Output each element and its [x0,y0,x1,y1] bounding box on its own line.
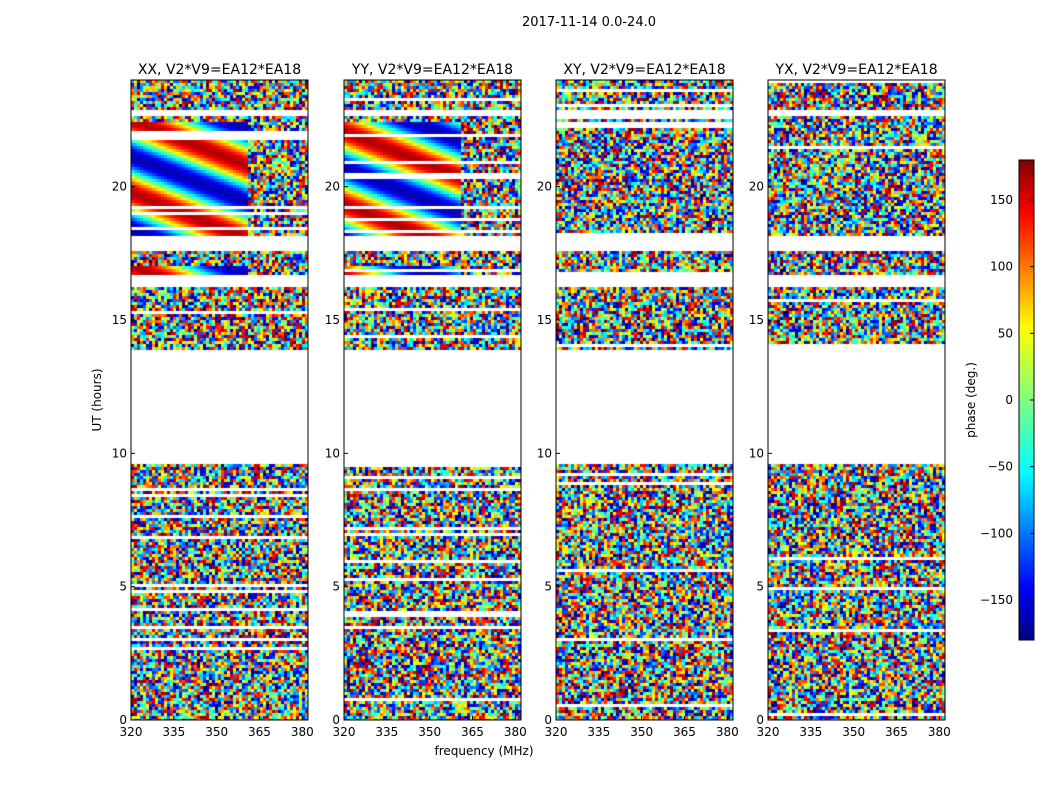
x-tick-label: 365 [885,725,908,739]
y-tick-label: 15 [537,313,552,327]
panel-title: XY, V2*V9=EA12*EA18 [563,62,725,78]
y-tick-label: 5 [544,580,552,594]
x-tick-label: 320 [333,725,356,739]
y-axis-label: UT (hours) [90,368,104,431]
y-tick-label: 0 [119,713,127,727]
x-tick-label: 335 [587,725,610,739]
panel-heatmap [768,80,945,720]
x-tick-label: 380 [716,725,739,739]
panel-frame [343,79,522,721]
y-tick-label: 0 [332,713,340,727]
x-tick-label: 365 [248,725,271,739]
x-tick-label: 380 [291,725,314,739]
panel-3: XY, V2*V9=EA12*EA18 320 335 350 365 380 0 5 10 15… [537,62,739,739]
colorbar: 150 100 50 0 −50 −100 −150 phase (deg.) [964,159,1035,641]
x-tick-label: 335 [375,725,398,739]
x-tick-label: 350 [842,725,865,739]
panel-frame [555,79,734,721]
panel-heatmap [556,80,733,720]
y-tick-label: 15 [112,313,127,327]
panel-heatmap [344,80,521,720]
panels: XX, V2*V9=EA12*EA18 320 335 350 365 380 0 5 10 15… [112,62,951,739]
x-axis-label: frequency (MHz) [434,744,533,758]
x-tick-label: 350 [630,725,653,739]
y-tick-label: 10 [325,446,340,460]
x-tick-label: 365 [673,725,696,739]
colorbar-tick-label: −100 [980,526,1013,540]
colorbar-tick-label: 100 [990,260,1013,274]
x-tick-label: 320 [120,725,143,739]
colorbar-tick-label: −150 [980,593,1013,607]
x-tick-label: 380 [504,725,527,739]
y-tick-label: 5 [756,580,764,594]
y-tick-label: 10 [749,446,764,460]
y-tick-label: 20 [537,180,552,194]
x-tick-label: 350 [418,725,441,739]
x-tick-label: 335 [162,725,185,739]
y-tick-label: 15 [749,313,764,327]
panel-title: XX, V2*V9=EA12*EA18 [138,62,301,78]
y-tick-label: 0 [756,713,764,727]
y-tick-label: 20 [325,180,340,194]
y-tick-label: 5 [332,580,340,594]
colorbar-tick-label: 50 [998,326,1013,340]
y-tick-label: 0 [544,713,552,727]
y-tick-label: 20 [112,180,127,194]
colorbar-tick-label: 150 [990,193,1013,207]
x-tick-label: 350 [205,725,228,739]
colorbar-tick-label: −50 [988,460,1013,474]
panel-title: YX, V2*V9=EA12*EA18 [774,62,937,78]
panel-frame [767,79,946,721]
x-tick-label: 365 [461,725,484,739]
panel-title: YY, V2*V9=EA12*EA18 [351,62,513,78]
colorbar-tick-label: 0 [1005,393,1013,407]
x-tick-label: 335 [799,725,822,739]
panel-heatmap [131,80,308,720]
y-tick-label: 15 [325,313,340,327]
figure-title: 2017-11-14 0.0-24.0 [522,15,656,30]
panel-frame [130,79,309,721]
colorbar-ticks: 150 100 50 0 −50 −100 −150 [980,193,1034,607]
x-tick-label: 320 [545,725,568,739]
y-tick-label: 10 [537,446,552,460]
panel-4: YX, V2*V9=EA12*EA18 320 335 350 365 380 0 5 10 15… [749,62,951,739]
colorbar-label: phase (deg.) [964,362,978,438]
y-tick-label: 20 [749,180,764,194]
x-tick-label: 320 [757,725,780,739]
x-tick-label: 380 [928,725,951,739]
panel-1: XX, V2*V9=EA12*EA18 320 335 350 365 380 0 5 10 15… [112,62,314,739]
panel-2: YY, V2*V9=EA12*EA18 320 335 350 365 380 0 5 10 15… [325,62,527,739]
y-tick-label: 5 [119,580,127,594]
y-tick-label: 10 [112,446,127,460]
